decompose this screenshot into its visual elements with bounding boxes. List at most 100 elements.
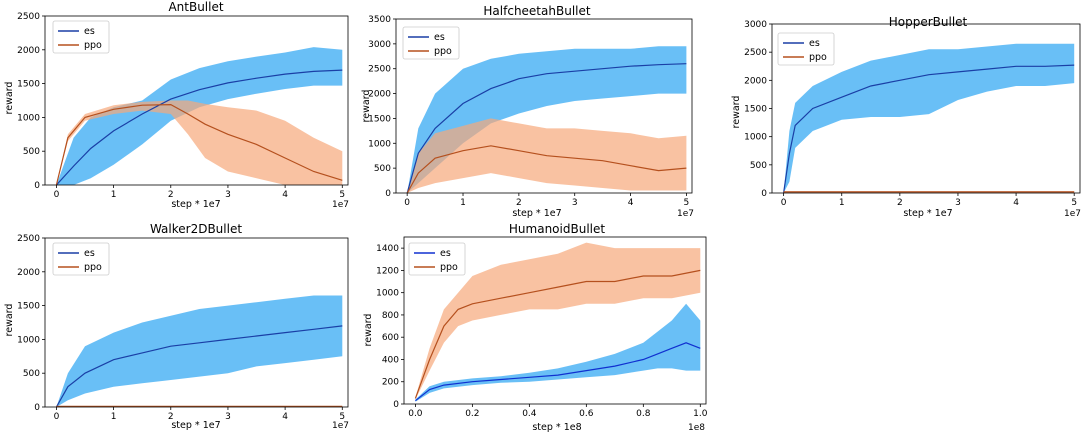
x-tick-label: 1: [111, 412, 117, 422]
legend-es-label: es: [440, 248, 451, 259]
x-tick-label: 3: [225, 412, 231, 422]
legend-ppo-label: ppo: [440, 262, 458, 273]
panel-hopperbullet: 0 1 2 3 4 5 0 500 1000 1500 2000 2500 3000 HopperBul…: [731, 15, 1081, 219]
line-ppo: [406, 145, 687, 193]
x-tick-label: 5: [1071, 198, 1077, 208]
band-ppo: [415, 242, 701, 400]
y-axis-label: reward: [4, 82, 15, 115]
x-tick-label: 1: [111, 190, 117, 200]
y-tick-label: 2500: [17, 12, 40, 22]
band-es: [783, 43, 1075, 193]
y-tick-label: 500: [23, 147, 40, 157]
panel-antbullet: 0 1 2 3 4 5 0 500 1000 1500 2000 2500 AntBullet ste…: [4, 0, 349, 210]
y-tick-label: 1500: [17, 80, 40, 90]
x-tick-label: 1: [460, 198, 466, 208]
x-tick-label: 0.8: [636, 409, 651, 419]
series-layer: [55, 295, 343, 407]
x-axis-exponent-label: 1e7: [332, 421, 349, 431]
legend-ppo-label: ppo: [84, 262, 102, 273]
panel-walker2dbullet: 0 1 2 3 4 5 0 500 1000 1500 2000 2500 Walker2DBulle…: [4, 222, 349, 431]
plot-frame: [44, 15, 349, 186]
x-tick-label: 2: [168, 190, 174, 200]
x-tick-label: 0.6: [579, 409, 594, 419]
x-axis-exponent-label: 1e7: [332, 200, 349, 210]
panel-title: AntBullet: [168, 0, 223, 14]
panel-title: HalfcheetahBullet: [483, 4, 590, 18]
panel-halfcheetahbullet: 0 1 2 3 4 5 0 500 1000 1500 2000 2500 3000 3500 Halfc…: [361, 4, 694, 219]
x-tick-label: 0: [781, 198, 787, 208]
y-tick-label: 1200: [376, 266, 399, 276]
plot-frame: [403, 236, 707, 405]
x-axis-label: step * 1e7: [512, 208, 561, 219]
y-tick-label: 3500: [368, 15, 391, 25]
y-tick-label: 2000: [17, 46, 40, 56]
legend-es-label: es: [809, 38, 820, 49]
y-tick-label: 0: [385, 189, 391, 199]
x-tick-label: 5: [684, 198, 690, 208]
y-tick-label: 3000: [368, 40, 391, 50]
y-tick-label: 1500: [368, 114, 391, 124]
y-tick-label: 1500: [744, 105, 767, 115]
y-tick-label: 0: [761, 189, 767, 199]
y-axis-label: reward: [361, 90, 372, 123]
legend-es-label: es: [434, 32, 445, 43]
band-es: [407, 46, 687, 193]
x-tick-label: 1.0: [693, 409, 708, 419]
panel-title: HopperBullet: [889, 15, 968, 29]
series-layer: [783, 43, 1075, 193]
legend-ppo-label: ppo: [434, 46, 452, 57]
y-tick-label: 2000: [17, 268, 40, 278]
line-es: [406, 63, 687, 193]
y-tick-label: 1000: [744, 133, 767, 143]
x-axis-exponent-label: 1e8: [688, 423, 705, 433]
series-layer: [55, 47, 343, 185]
series-layer: [414, 242, 701, 402]
y-tick-label: 800: [382, 311, 399, 321]
x-tick-label: 0: [54, 190, 60, 200]
y-tick-label: 1000: [17, 113, 40, 123]
y-tick-label: 1000: [376, 289, 399, 299]
y-tick-label: 2500: [17, 234, 40, 244]
band-es: [56, 295, 343, 407]
x-axis-label: step * 1e7: [903, 208, 952, 219]
line-es: [55, 325, 343, 407]
y-tick-label: 1500: [17, 302, 40, 312]
y-tick-label: 500: [23, 369, 40, 379]
x-tick-label: 0: [404, 198, 410, 208]
plot-frame: [44, 237, 349, 408]
y-tick-label: 1000: [17, 335, 40, 345]
x-tick-label: 4: [628, 198, 634, 208]
line-es: [415, 342, 701, 402]
band-ppo: [56, 100, 343, 185]
x-tick-label: 0.2: [465, 409, 479, 419]
y-tick-label: 1400: [376, 244, 399, 254]
band-es: [415, 303, 701, 402]
x-axis-label: step * 1e7: [171, 420, 220, 431]
panel-title: Walker2DBullet: [150, 222, 242, 236]
y-tick-label: 400: [382, 355, 399, 365]
line-ppo: [414, 269, 701, 399]
y-axis-label: reward: [4, 304, 15, 337]
y-tick-label: 0: [393, 400, 399, 410]
x-tick-label: 2: [516, 198, 522, 208]
legend-es-label: es: [84, 248, 95, 259]
line-ppo: [55, 103, 343, 185]
y-tick-label: 2500: [368, 65, 391, 75]
y-tick-label: 2000: [368, 90, 391, 100]
x-tick-label: 2: [897, 198, 903, 208]
x-tick-label: 0: [54, 412, 60, 422]
legend-ppo-label: ppo: [84, 40, 102, 51]
panel-title: HumanoidBullet: [509, 222, 605, 236]
panel-humanoidbullet: 0.0 0.2 0.4 0.6 0.8 1.0 0 200 400 600 800 1000 1200 1…: [363, 222, 708, 433]
y-tick-label: 3000: [744, 20, 767, 30]
x-axis-label: step * 1e7: [171, 199, 220, 210]
band-es: [56, 47, 343, 185]
x-tick-label: 1: [839, 198, 845, 208]
x-tick-label: 4: [1013, 198, 1019, 208]
y-tick-label: 500: [374, 164, 391, 174]
y-tick-label: 200: [382, 378, 399, 388]
plot-frame: [395, 18, 693, 194]
legend-ppo-label: ppo: [809, 52, 827, 63]
y-tick-label: 2000: [744, 76, 767, 86]
